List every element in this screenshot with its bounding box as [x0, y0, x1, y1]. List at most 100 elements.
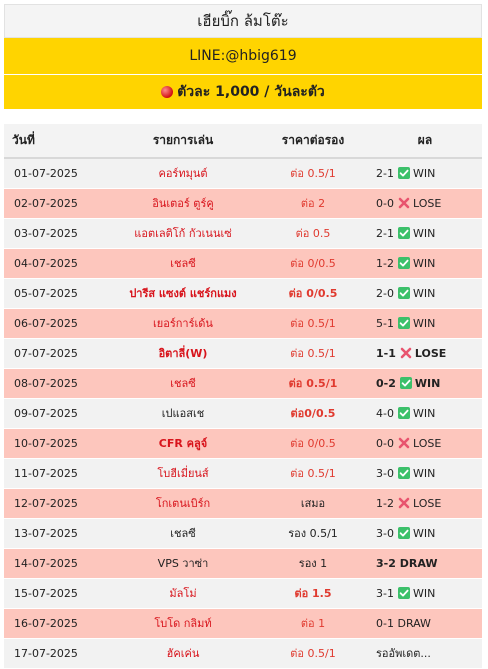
- result-score: 3-0: [376, 466, 394, 480]
- result-label: WIN: [412, 316, 436, 330]
- price-text: ตัวละ 1,000 / วันละตัว: [177, 84, 325, 100]
- row-date: 09-07-2025: [4, 398, 108, 429]
- row-date: 01-07-2025: [4, 158, 108, 189]
- row-odds: ต่อ 0.5/1: [258, 638, 368, 669]
- row-result: 1-2 LOSE: [368, 488, 482, 519]
- check-icon: [397, 466, 410, 479]
- row-match: เชลซี: [108, 368, 258, 399]
- result-score: 2-0: [376, 286, 394, 300]
- row-date: 11-07-2025: [4, 458, 108, 489]
- result-score: 2-1: [376, 166, 394, 180]
- table-row: 03-07-2025 แอตเลติโก้ กัวเนนเซ่ ต่อ 0.5 2-1…: [4, 218, 482, 249]
- table-row: 01-07-2025 คอร์ทมุนต์ ต่อ 0.5/1 2-1 WIN: [4, 158, 482, 189]
- red-circle-icon: [161, 86, 174, 98]
- result-label: LOSE: [412, 496, 442, 510]
- table-row: 12-07-2025 โกเตนเบิร์ก เสมอ 1-2 LOSE: [4, 488, 482, 519]
- table-row: 07-07-2025 อิตาลี่(W) ต่อ 0.5/1 1-1 LOSE: [4, 338, 482, 369]
- result-score: 4-0: [376, 406, 394, 420]
- row-result: 0-2 WIN: [368, 368, 482, 399]
- result-score: 0-0: [376, 196, 394, 210]
- result-label: WIN: [412, 256, 436, 270]
- row-odds: ต่อ 0.5/1: [258, 338, 368, 369]
- row-date: 04-07-2025: [4, 248, 108, 279]
- row-result: 0-0 LOSE: [368, 188, 482, 219]
- row-date: 07-07-2025: [4, 338, 108, 369]
- row-odds: ต่อ 0.5/1: [258, 458, 368, 489]
- row-result: 3-2 DRAW: [368, 548, 482, 579]
- table-row: 15-07-2025 มัลโม่ ต่อ 1.5 3-1 WIN: [4, 578, 482, 609]
- result-label: WIN: [412, 586, 436, 600]
- result-score: 1-2: [376, 256, 394, 270]
- result-label: LOSE: [414, 346, 447, 360]
- row-match: โบโด กลิมท์: [108, 608, 258, 639]
- price-bar: ตัวละ 1,000 / วันละตัว: [4, 75, 482, 109]
- row-result: 0-1 DRAW: [368, 608, 482, 639]
- table-row: 11-07-2025 โบฮีเมี่ยนส์ ต่อ 0.5/1 3-0 WIN: [4, 458, 482, 489]
- row-odds: รอง 1: [258, 548, 368, 579]
- result-label: รออัพเดต...: [376, 647, 431, 660]
- line-contact-bar[interactable]: LINE:@hbig619: [4, 38, 482, 74]
- line-id[interactable]: LINE:@hbig619: [189, 48, 297, 64]
- row-result: 1-1 LOSE: [368, 338, 482, 369]
- row-odds: ต่อ0/0.5: [258, 398, 368, 429]
- result-score: 0-1: [376, 616, 394, 630]
- row-match: โบฮีเมี่ยนส์: [108, 458, 258, 489]
- result-score: 3-1: [376, 586, 394, 600]
- row-match: แอตเลติโก้ กัวเนนเซ่: [108, 218, 258, 249]
- page: เฮียบิ๊ก ล้มโต๊ะ LINE:@hbig619 ตัวละ 1,0…: [4, 4, 482, 669]
- result-score: 2-1: [376, 226, 394, 240]
- row-result: 2-1 WIN: [368, 158, 482, 189]
- result-label: WIN: [412, 166, 436, 180]
- result-score: 3-0: [376, 526, 394, 540]
- row-match: อินเตอร์ ตูร์คู: [108, 188, 258, 219]
- row-match: เชลซี: [108, 248, 258, 279]
- row-result: 2-1 WIN: [368, 218, 482, 249]
- table-row: 09-07-2025 เปแอสเช ต่อ0/0.5 4-0 WIN: [4, 398, 482, 429]
- row-date: 14-07-2025: [4, 548, 108, 579]
- row-date: 06-07-2025: [4, 308, 108, 339]
- row-date: 17-07-2025: [4, 638, 108, 669]
- result-label: WIN: [412, 406, 436, 420]
- check-icon: [397, 166, 410, 179]
- result-score: 0-2: [376, 376, 396, 390]
- result-label: WIN: [412, 226, 436, 240]
- row-match: ฮัคเค่น: [108, 638, 258, 669]
- result-label: WIN: [414, 376, 441, 390]
- row-match: เยอร์การ์เด้น: [108, 308, 258, 339]
- row-odds: ต่อ 1.5: [258, 578, 368, 609]
- result-score: 5-1: [376, 316, 394, 330]
- row-odds: รอง 0.5/1: [258, 518, 368, 549]
- row-result: 3-0 WIN: [368, 518, 482, 549]
- check-icon: [397, 316, 410, 329]
- row-date: 10-07-2025: [4, 428, 108, 459]
- result-label: WIN: [412, 466, 436, 480]
- row-result: 4-0 WIN: [368, 398, 482, 429]
- site-title-bar: เฮียบิ๊ก ล้มโต๊ะ: [4, 4, 482, 38]
- cross-icon: [398, 197, 410, 209]
- row-date: 02-07-2025: [4, 188, 108, 219]
- row-odds: ต่อ 1: [258, 608, 368, 639]
- column-header-result: ผล: [368, 124, 482, 159]
- row-match: โกเตนเบิร์ก: [108, 488, 258, 519]
- row-odds: ต่อ 0.5/1: [258, 368, 368, 399]
- table-row: 06-07-2025 เยอร์การ์เด้น ต่อ 0.5/1 5-1 WIN: [4, 308, 482, 339]
- check-icon: [397, 526, 410, 539]
- table-row: 14-07-2025 VPS วาซ่า รอง 1 3-2 DRAW: [4, 548, 482, 579]
- row-date: 13-07-2025: [4, 518, 108, 549]
- row-match: VPS วาซ่า: [108, 548, 258, 579]
- row-odds: ต่อ 0.5/1: [258, 158, 368, 189]
- check-icon: [399, 376, 412, 389]
- table-row: 13-07-2025 เชลซี รอง 0.5/1 3-0 WIN: [4, 518, 482, 549]
- row-match: เชลซี: [108, 518, 258, 549]
- table-row: 17-07-2025 ฮัคเค่น ต่อ 0.5/1 รออัพเดต...: [4, 638, 482, 669]
- cross-icon: [400, 347, 412, 359]
- row-odds: เสมอ: [258, 488, 368, 519]
- row-result: 3-0 WIN: [368, 458, 482, 489]
- row-date: 12-07-2025: [4, 488, 108, 519]
- result-label: WIN: [412, 526, 436, 540]
- check-icon: [397, 256, 410, 269]
- table-header-row: วันที่ รายการเล่น ราคาต่อรอง ผล: [4, 124, 482, 159]
- row-date: 05-07-2025: [4, 278, 108, 309]
- row-odds: ต่อ 2: [258, 188, 368, 219]
- site-title: เฮียบิ๊ก ล้มโต๊ะ: [197, 12, 289, 30]
